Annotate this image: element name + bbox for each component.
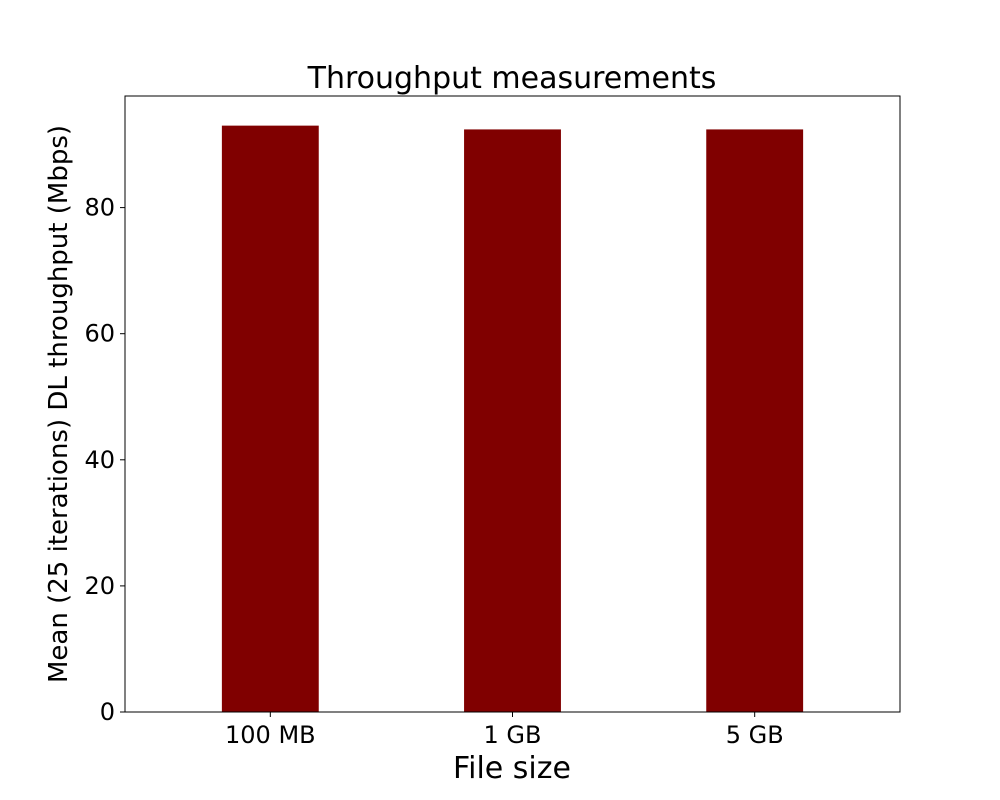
bar-1-gb (464, 129, 561, 713)
y-axis-ticks: 0 20 40 60 80 (84, 194, 125, 726)
y-tick-label: 0 (100, 698, 115, 726)
bar-5-gb (706, 129, 804, 713)
bar-100-mb (221, 125, 319, 713)
x-axis-label: File size (453, 751, 571, 786)
x-tick-label: 100 MB (225, 721, 316, 749)
x-tick-label: 1 GB (484, 721, 542, 749)
y-tick-label: 20 (84, 572, 115, 600)
x-axis-ticks: 100 MB 1 GB 5 GB (225, 712, 784, 749)
y-tick-label: 40 (84, 446, 115, 474)
chart-title: Throughput measurements (307, 61, 717, 96)
bars-group (221, 125, 804, 713)
y-tick-label: 60 (84, 320, 115, 348)
y-axis-label: Mean (25 iterations) DL throughput (Mbps… (44, 125, 74, 683)
y-tick-label: 80 (84, 194, 115, 222)
x-tick-label: 5 GB (726, 721, 784, 749)
